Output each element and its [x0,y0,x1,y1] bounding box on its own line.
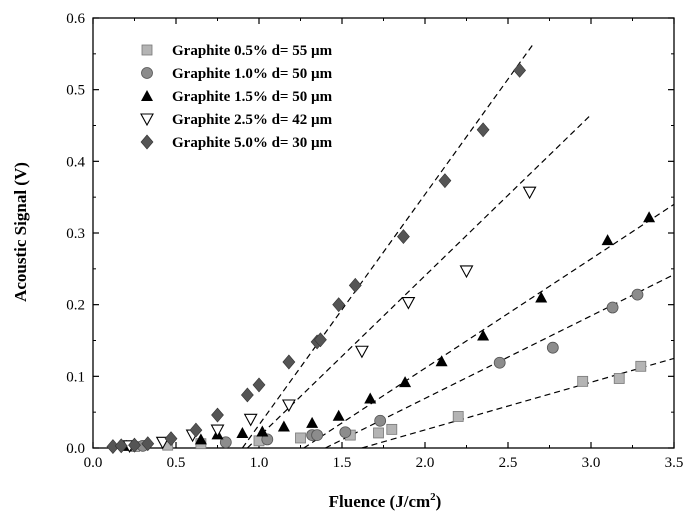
y-tick-label: 0.3 [66,226,85,242]
data-point [438,173,452,189]
legend-marker [141,67,153,79]
data-point [397,229,410,245]
data-point [314,332,327,348]
data-point [546,341,559,354]
data-point [354,345,369,359]
y-tick-label: 0.5 [66,83,85,99]
series-5 [106,62,527,455]
data-point [535,291,548,303]
legend-label: Graphite 0.5% d= 55 µm [172,43,333,59]
data-point [493,356,506,369]
data-point [513,62,527,78]
data-point [128,437,141,453]
data-point [373,427,384,439]
fit-line [246,114,592,448]
data-point [452,411,464,422]
x-axis-title: Fluence (J/cm2) [329,491,442,511]
legend-label: Graphite 1.5% d= 50 µm [172,89,333,105]
legend-label: Graphite 5.0% d= 30 µm [172,135,333,151]
data-point [631,288,644,301]
data-point [295,432,306,444]
series-1 [129,360,647,452]
x-tick-label: 3.0 [582,455,601,471]
series-3 [120,211,656,451]
fit-line [241,44,534,448]
fit-line [361,357,674,448]
data-point [261,433,274,446]
x-tick-label: 1.5 [333,455,352,471]
data-point [577,375,589,387]
data-point [401,296,416,310]
data-point [243,413,258,427]
data-point [459,265,474,279]
data-point [252,377,266,393]
data-point [141,436,155,452]
data-point [256,425,269,437]
data-point [210,424,225,438]
x-tick-label: 0.5 [167,455,186,471]
y-tick-label: 0.6 [66,11,85,27]
data-point [281,399,296,413]
data-point [311,429,324,442]
data-point [399,376,412,388]
y-tick-label: 0.2 [66,298,85,314]
data-point [364,392,377,404]
data-point [374,414,387,427]
data-point [348,277,362,293]
data-point [277,420,290,432]
fit-line [303,203,674,448]
data-point [114,438,128,454]
data-point [635,360,647,372]
data-point [606,301,619,314]
data-point [211,407,224,423]
data-point [332,297,346,313]
data-point [476,122,490,138]
data-point [306,416,319,428]
legend-marker [141,44,153,56]
x-tick-label: 3.5 [665,455,684,471]
data-point [240,387,254,403]
data-point [194,433,207,445]
data-point [219,436,232,449]
x-tick-label: 2.0 [416,455,435,471]
legend-label: Graphite 2.5% d= 42 µm [172,112,333,128]
y-tick-label: 0.1 [66,369,85,385]
data-point [339,426,352,439]
data-point [189,422,203,438]
series-4 [122,186,537,453]
data-point [613,373,625,384]
data-point [332,409,345,421]
data-point [435,355,448,367]
x-tick-label: 1.0 [250,455,269,471]
data-point [164,431,178,447]
data-point [477,329,490,341]
legend-marker [141,90,153,101]
data-point [155,436,170,450]
legend-marker [140,113,154,127]
data-point [522,186,537,200]
y-axis-title: Acoustic Signal (V) [11,162,30,302]
data-point [282,354,296,370]
data-point [601,234,614,246]
legend-label: Graphite 1.0% d= 50 µm [172,66,333,82]
data-point [643,211,656,223]
x-tick-label: 0.0 [84,455,103,471]
data-point [386,423,398,435]
y-tick-label: 0.0 [66,441,85,457]
y-tick-label: 0.4 [66,154,85,170]
x-tick-label: 2.5 [499,455,518,471]
data-point [236,426,249,438]
legend-marker [140,134,154,150]
